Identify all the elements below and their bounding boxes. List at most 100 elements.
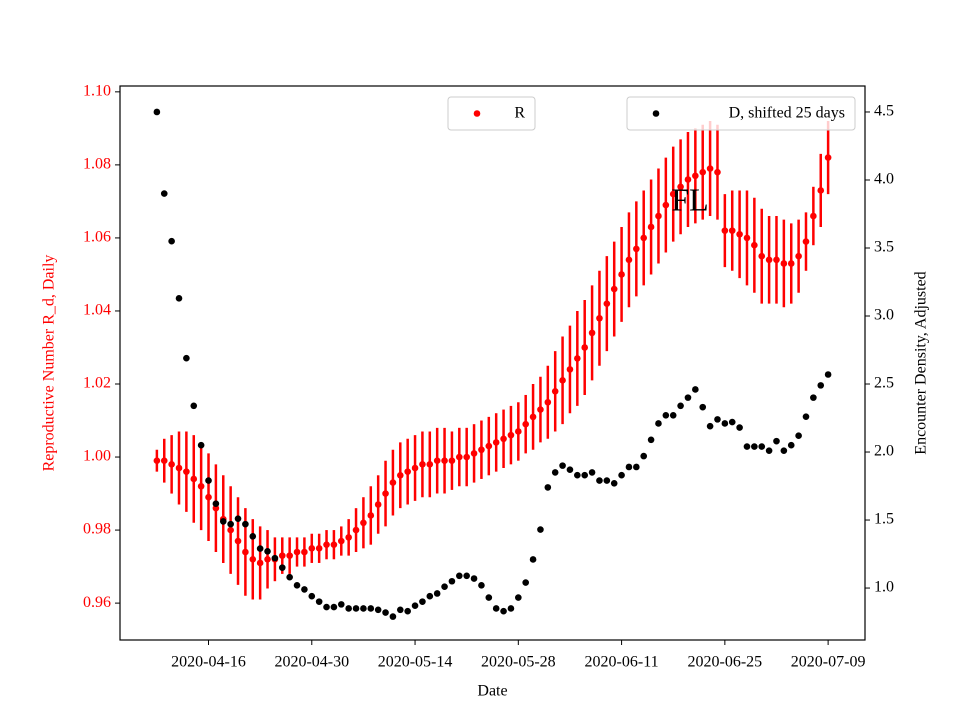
y2-tick-label: 4.0 — [874, 171, 894, 188]
point — [308, 545, 316, 552]
point — [345, 605, 352, 612]
point — [463, 572, 470, 580]
point — [433, 590, 441, 597]
point — [684, 176, 692, 183]
point — [655, 212, 662, 220]
point — [588, 329, 596, 337]
point — [337, 601, 345, 608]
point — [566, 366, 574, 373]
point — [175, 295, 183, 302]
point — [478, 582, 485, 589]
point — [625, 463, 633, 471]
point — [610, 480, 618, 487]
point — [205, 493, 212, 501]
legend-marker — [473, 110, 481, 117]
point — [765, 447, 773, 454]
point — [500, 607, 507, 615]
point — [721, 227, 729, 234]
point — [559, 462, 566, 469]
point — [588, 469, 596, 476]
point — [522, 579, 529, 586]
point — [426, 461, 434, 468]
y-tick-label: 1.02 — [83, 375, 111, 392]
point — [441, 457, 448, 464]
point — [802, 238, 810, 245]
point — [714, 168, 721, 176]
point — [787, 260, 795, 267]
point — [824, 154, 832, 161]
point — [647, 223, 655, 231]
point — [537, 526, 544, 533]
point — [404, 607, 411, 615]
point — [515, 428, 522, 435]
point — [456, 572, 463, 580]
legend-label: D, shifted 25 days — [729, 105, 845, 122]
point — [684, 394, 692, 401]
x-tick-label: 2020-05-14 — [378, 654, 453, 671]
point — [507, 605, 515, 612]
point — [669, 190, 677, 198]
point — [581, 471, 589, 479]
point — [411, 602, 419, 610]
point — [537, 406, 544, 413]
y2-tick-label: 4.5 — [874, 103, 894, 120]
point — [706, 165, 714, 172]
point — [743, 234, 751, 242]
point — [456, 453, 463, 461]
point — [677, 402, 684, 410]
point — [478, 446, 485, 454]
point — [728, 227, 736, 234]
point — [404, 468, 411, 475]
point — [441, 583, 448, 590]
point — [773, 437, 780, 445]
y2-tick-label: 1.5 — [874, 511, 894, 528]
y-tick-label: 1.10 — [83, 83, 111, 100]
point — [256, 545, 264, 552]
point — [330, 541, 338, 548]
point — [249, 533, 257, 540]
point — [396, 606, 404, 614]
x-tick-label: 2020-06-25 — [688, 654, 763, 671]
point — [323, 603, 330, 611]
point — [470, 575, 478, 582]
plot-frame — [119, 85, 866, 641]
point — [227, 520, 234, 528]
point — [780, 260, 788, 267]
point — [758, 252, 766, 260]
point — [529, 556, 537, 563]
point — [795, 252, 802, 260]
point — [787, 441, 795, 449]
point — [293, 548, 301, 556]
point — [463, 453, 470, 461]
point — [278, 552, 286, 559]
point — [610, 285, 618, 293]
point — [515, 594, 522, 601]
point — [227, 526, 234, 534]
point — [360, 519, 367, 527]
point — [596, 314, 603, 322]
point — [183, 354, 190, 362]
point — [810, 394, 817, 401]
point — [197, 482, 205, 490]
legend-marker — [652, 110, 660, 117]
point — [448, 577, 456, 585]
point — [765, 256, 773, 264]
point — [529, 413, 537, 421]
legend-box — [447, 96, 536, 131]
point — [810, 212, 817, 220]
point — [190, 402, 198, 410]
point — [603, 477, 611, 484]
point — [574, 471, 581, 479]
point — [655, 420, 662, 427]
point — [692, 172, 699, 180]
y-tick-label: 1.08 — [83, 156, 111, 173]
point — [448, 457, 456, 464]
point — [286, 552, 293, 559]
point — [802, 413, 810, 420]
point — [633, 463, 640, 471]
point — [485, 594, 493, 601]
point — [817, 382, 825, 389]
point — [522, 420, 529, 428]
point — [618, 271, 625, 278]
